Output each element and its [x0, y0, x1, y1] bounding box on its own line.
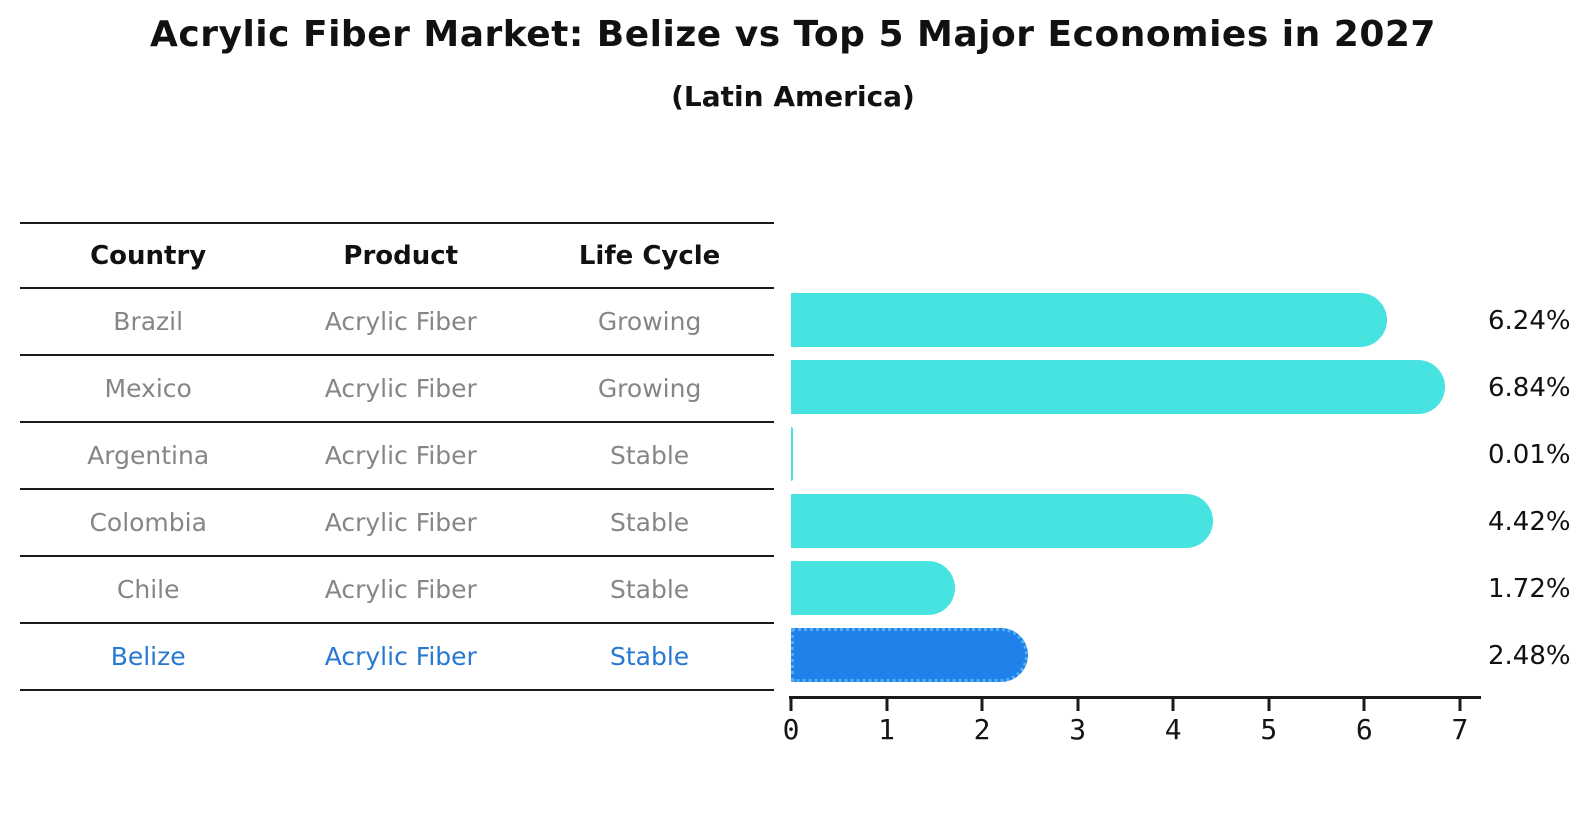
table-cell-life-cycle: Stable [609, 642, 690, 671]
column-header-country: Country [90, 240, 207, 271]
bar-value-label: 1.72% [1488, 573, 1571, 604]
table-cell-country: Colombia [89, 508, 207, 537]
bar [791, 427, 793, 481]
x-axis-tick-mark [885, 699, 889, 711]
x-axis-tick-label: 4 [1164, 713, 1182, 746]
x-axis-tick-mark [980, 699, 984, 711]
x-axis-tick-label: 1 [878, 713, 895, 746]
x-axis: 0 1 2 3 4 5 6 7 [783, 696, 1481, 760]
bar [791, 494, 1214, 548]
x-axis-tick-mark [1267, 699, 1271, 711]
bar-value-label: 6.84% [1488, 372, 1571, 403]
bar-row: 0.01% [791, 421, 1571, 488]
bar-plot: 6.24% 6.84% 0.01% 4.42% 1.72% 2.48% [791, 287, 1571, 689]
table-cell-country: Chile [116, 575, 180, 604]
bar [791, 561, 956, 615]
bar-row: 4.42% [791, 488, 1571, 555]
x-axis-tick-label: 6 [1355, 713, 1373, 746]
table-cell-product: Acrylic Fiber [324, 374, 477, 403]
bar-row: 6.84% [791, 354, 1571, 421]
bar-row: 6.24% [791, 287, 1571, 354]
bar-row: 2.48% [791, 622, 1571, 689]
x-axis-tick-mark [1076, 699, 1080, 711]
table-cell-product: Acrylic Fiber [324, 508, 477, 537]
table-cell-product: Acrylic Fiber [324, 575, 477, 604]
table-body: Brazil Acrylic Fiber Growing Mexico Acry… [20, 289, 774, 691]
x-axis-tick-mark [1362, 699, 1366, 711]
bar-value-label: 6.24% [1488, 305, 1571, 336]
table-row: Belize Acrylic Fiber Stable [20, 624, 774, 691]
chart-title: Acrylic Fiber Market: Belize vs Top 5 Ma… [150, 14, 1436, 55]
table-cell-life-cycle: Stable [609, 575, 690, 604]
table-cell-country: Mexico [104, 374, 192, 403]
bar-value-label: 2.48% [1488, 640, 1571, 671]
table-cell-country: Argentina [87, 441, 210, 470]
bar [791, 360, 1445, 414]
table-cell-life-cycle: Growing [597, 307, 702, 336]
table-row: Colombia Acrylic Fiber Stable [20, 490, 774, 557]
country-table: Country Product Life Cycle Brazil Acryli… [20, 222, 774, 691]
bar-value-label: 0.01% [1488, 439, 1571, 470]
x-axis-tick-mark [1171, 699, 1175, 711]
x-axis-tick-mark [1458, 699, 1462, 711]
table-cell-product: Acrylic Fiber [324, 642, 477, 671]
bar [791, 293, 1388, 347]
table-row: Chile Acrylic Fiber Stable [20, 557, 774, 624]
table-header-row: Country Product Life Cycle [20, 222, 774, 289]
table-row: Brazil Acrylic Fiber Growing [20, 289, 774, 356]
x-axis-tick-label: 3 [1069, 713, 1087, 746]
x-axis-tick-label: 5 [1260, 713, 1278, 746]
bar [791, 628, 1028, 682]
table-cell-country: Brazil [113, 307, 184, 336]
column-header-product: Product [343, 240, 459, 271]
x-axis-ticks: 0 1 2 3 4 5 6 7 [783, 696, 1479, 760]
table-cell-product: Acrylic Fiber [324, 441, 477, 470]
table-row: Argentina Acrylic Fiber Stable [20, 423, 774, 490]
x-axis-tick-label: 0 [782, 713, 800, 746]
x-axis-tick-mark [789, 699, 793, 711]
table-cell-country: Belize [110, 642, 186, 671]
bar-value-label: 4.42% [1488, 506, 1571, 537]
table-row: Mexico Acrylic Fiber Growing [20, 356, 774, 423]
bar-row: 1.72% [791, 555, 1571, 622]
x-axis-tick-label: 7 [1451, 713, 1469, 746]
chart-subtitle: (Latin America) [671, 80, 915, 113]
table-cell-life-cycle: Stable [609, 441, 690, 470]
x-axis-line [789, 696, 1481, 699]
x-axis-tick-label: 2 [973, 713, 991, 746]
table-cell-product: Acrylic Fiber [324, 307, 477, 336]
table-cell-life-cycle: Growing [597, 374, 702, 403]
column-header-life-cycle: Life Cycle [578, 240, 721, 271]
table-cell-life-cycle: Stable [609, 508, 690, 537]
